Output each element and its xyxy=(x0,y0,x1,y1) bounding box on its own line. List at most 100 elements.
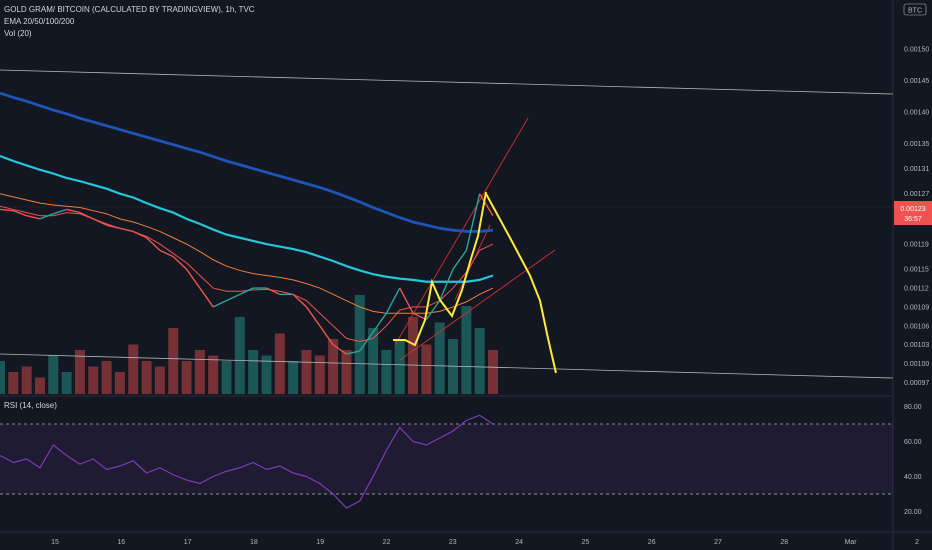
price-segment xyxy=(26,215,41,220)
time-tick-label: 2 xyxy=(915,539,919,546)
price-segment xyxy=(346,350,360,355)
volume-legend[interactable]: Vol (20) xyxy=(4,29,32,38)
price-tick-label: 0.00135 xyxy=(904,141,929,148)
price-segment xyxy=(479,193,494,217)
ema-lines xyxy=(0,91,494,343)
time-tick-label: 27 xyxy=(714,539,722,546)
price-segment xyxy=(319,325,334,346)
upper-trendline xyxy=(0,69,894,95)
time-tick-label: 25 xyxy=(582,539,590,546)
price-segment xyxy=(292,293,307,308)
volume-bar xyxy=(328,339,339,394)
price-tick-label: 0.00097 xyxy=(904,380,929,387)
volume-bar xyxy=(61,372,72,394)
volume-bar xyxy=(314,355,325,394)
price-segment xyxy=(425,300,441,320)
ema-legend[interactable]: EMA 20/50/100/200 xyxy=(4,17,75,26)
currency-badge: BTC xyxy=(908,8,922,15)
channel-lines xyxy=(394,117,556,361)
volume-bars xyxy=(0,295,498,394)
ema-200-line xyxy=(0,91,494,233)
time-tick-label: Mar xyxy=(845,539,858,546)
currency-badge-box[interactable] xyxy=(903,3,927,16)
time-tick-label: 16 xyxy=(117,539,125,546)
rsi-legend[interactable]: RSI (14, close) xyxy=(4,401,57,410)
price-tick-label: 0.00127 xyxy=(904,191,929,198)
symbol-legend[interactable]: GOLD GRAM/ BITCOIN (CALCULATED BY TRADIN… xyxy=(4,5,255,14)
price-tick-label: 0.00112 xyxy=(904,286,929,293)
volume-bar xyxy=(154,366,165,394)
rsi-band-fill xyxy=(0,424,893,494)
lower-trendline xyxy=(0,353,894,379)
rsi-line xyxy=(0,414,494,509)
price-segment xyxy=(13,210,27,217)
volume-bar xyxy=(168,328,179,394)
volume-bar xyxy=(461,306,472,394)
volume-bar xyxy=(394,339,405,394)
price-segment xyxy=(66,208,81,214)
price-segment xyxy=(106,224,121,229)
price-segment xyxy=(332,344,347,355)
time-tick-label: 15 xyxy=(51,539,59,546)
volume-bar xyxy=(341,350,352,394)
price-segment xyxy=(212,300,227,308)
price-tick-label: 0.00131 xyxy=(904,166,929,173)
volume-bar xyxy=(128,344,139,394)
time-tick-label: 18 xyxy=(250,539,258,546)
volume-bar xyxy=(301,350,312,394)
time-tick-label: 19 xyxy=(316,539,324,546)
volume-bar xyxy=(354,295,365,394)
volume-bar xyxy=(408,317,419,394)
price-scale-ticks: 0.00150 0.00145 0.00140 0.00135 0.00131 0.001… xyxy=(904,47,929,387)
volume-bar xyxy=(234,317,245,394)
price-tick-label: 0.00100 xyxy=(904,361,929,368)
price-tick-label: 0.00140 xyxy=(904,109,929,116)
price-segment xyxy=(159,249,174,258)
ema-50-line xyxy=(0,193,494,314)
volume-bar xyxy=(434,322,445,394)
volume-bar xyxy=(368,328,379,394)
volume-bar xyxy=(114,372,125,394)
volume-bar xyxy=(48,355,59,394)
price-segment xyxy=(53,208,67,215)
price-segment xyxy=(305,306,321,327)
price-segment xyxy=(132,230,147,239)
price-badge-box xyxy=(894,201,932,225)
price-segment xyxy=(226,293,241,302)
price-segment xyxy=(266,287,281,295)
volume-bar xyxy=(474,328,485,394)
price-tick-label: 0.00115 xyxy=(904,267,929,274)
rsi-series xyxy=(0,414,494,509)
price-segment xyxy=(185,268,201,289)
price-segment xyxy=(372,312,387,333)
price-segment xyxy=(79,211,94,220)
volume-bar xyxy=(194,350,205,394)
price-segment xyxy=(439,268,454,301)
volume-bar xyxy=(34,377,45,394)
rsi-tick-label: 60.00 xyxy=(904,439,922,446)
price-segment xyxy=(412,312,427,321)
price-segment xyxy=(385,287,401,314)
volume-bar xyxy=(221,361,232,394)
channel-lower xyxy=(399,249,556,361)
volume-bar xyxy=(274,333,285,394)
price-segment xyxy=(465,193,481,251)
volume-bar xyxy=(74,350,85,394)
price-line xyxy=(0,193,494,355)
projection-line xyxy=(485,193,557,374)
rsi-tick-label: 40.00 xyxy=(904,474,922,481)
volume-bar xyxy=(141,361,152,394)
price-tick-label: 0.00103 xyxy=(904,342,929,349)
volume-bar xyxy=(488,350,498,394)
price-segment xyxy=(39,213,54,220)
price-tick-label: 0.00106 xyxy=(904,323,929,330)
price-segment xyxy=(92,218,107,226)
trendlines xyxy=(0,69,894,379)
price-segment xyxy=(119,227,134,233)
time-scale-ticks: 151617181922232425262728Mar23 xyxy=(51,539,919,546)
price-segment xyxy=(359,331,374,352)
price-badge-value: 0.00123 xyxy=(900,206,925,213)
volume-bar xyxy=(0,361,5,394)
time-tick-label: 17 xyxy=(184,539,192,546)
